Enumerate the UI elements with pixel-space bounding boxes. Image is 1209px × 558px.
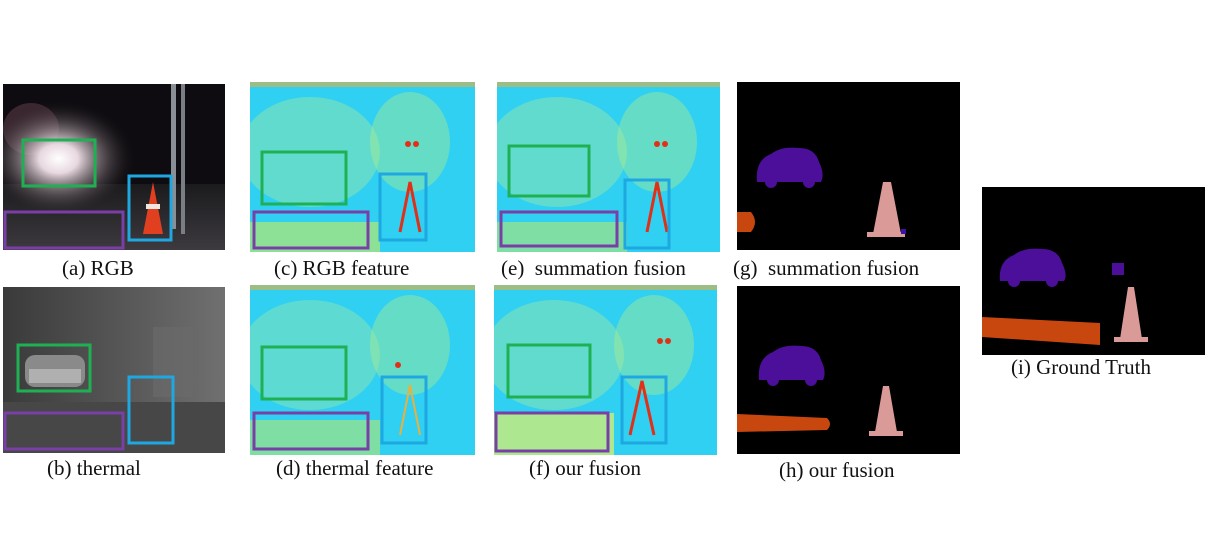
rgb-feature-heatmap (250, 82, 475, 252)
our-fusion-segmentation (737, 286, 960, 454)
caption-f: (f) our fusion (529, 456, 641, 480)
summation-fusion-segmentation (737, 82, 960, 250)
caption-e: (e) summation fusion (501, 256, 686, 280)
caption-c: (c) RGB feature (274, 256, 410, 280)
our-fusion-heatmap (494, 285, 717, 455)
caption-d: (d) thermal feature (276, 456, 434, 480)
caption-g: (g) summation fusion (733, 256, 920, 280)
caption-h: (h) our fusion (779, 458, 895, 482)
rgb-image-panel (3, 84, 225, 250)
caption-i: (i) Ground Truth (1011, 355, 1152, 379)
summation-fusion-heatmap (497, 82, 720, 252)
ground-truth-segmentation (982, 187, 1205, 355)
caption-a: (a) RGB (62, 256, 134, 280)
thermal-feature-heatmap (250, 285, 475, 455)
caption-b: (b) thermal (47, 456, 141, 480)
thermal-image-panel (3, 287, 225, 453)
